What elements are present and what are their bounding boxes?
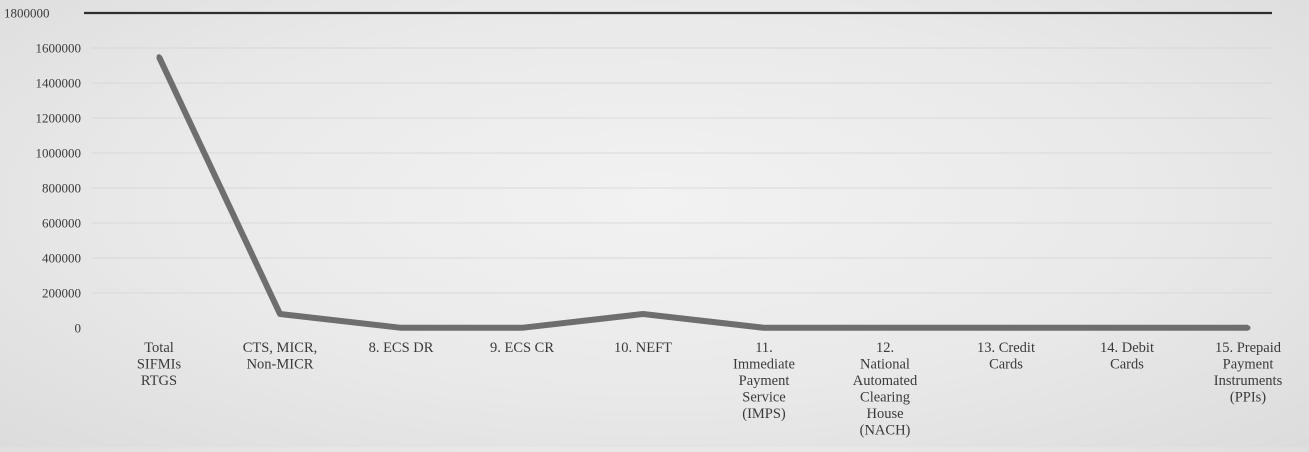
- x-tick-label: 14. Debit Cards: [1100, 340, 1154, 373]
- data-point: [277, 311, 283, 317]
- data-point: [398, 325, 404, 331]
- x-tick-label: 12. National Automated Clearing House (NACH): [853, 340, 918, 439]
- y-tick-label: 1600000: [36, 41, 82, 56]
- y-tick-label: 1200000: [36, 111, 82, 126]
- y-tick-label: 0: [75, 321, 82, 336]
- x-tick-label: 13. Credit Cards: [977, 340, 1035, 373]
- data-point: [761, 325, 767, 331]
- y-tick-label: 1400000: [36, 76, 82, 91]
- y-tick-label: 1000000: [36, 146, 82, 161]
- x-axis: Total SIFMIs RTGS CTS, MICR, Non-MICR 8. ECS …: [137, 340, 1283, 439]
- data-point: [519, 325, 525, 331]
- y-tick-label: 400000: [42, 251, 81, 266]
- y-tick-label: 600000: [42, 216, 81, 231]
- x-tick-label: 10. NEFT: [614, 340, 672, 356]
- gridlines: [84, 11, 1272, 294]
- x-tick-label: 9. ECS CR: [490, 340, 554, 356]
- data-point: [1003, 325, 1009, 331]
- data-point: [882, 325, 888, 331]
- x-tick-label: 15. Prepaid Payment Instruments (PPIs): [1214, 340, 1283, 406]
- data-point: [640, 311, 646, 317]
- y-axis: 0 200000 400000 600000 800000 1000000 1200000 1…: [4, 6, 81, 336]
- x-tick-label: 8. ECS DR: [369, 340, 434, 356]
- data-point: [156, 54, 162, 60]
- x-tick-label: 11. Immediate Payment Service (IMPS): [733, 340, 795, 422]
- y-tick-label: 1800000: [4, 6, 50, 21]
- series-layer: [156, 54, 1251, 331]
- data-point: [1245, 325, 1251, 331]
- y-tick-label: 200000: [42, 286, 81, 301]
- x-tick-label: Total SIFMIs RTGS: [137, 340, 182, 389]
- x-tick-label: CTS, MICR, Non-MICR: [243, 340, 318, 373]
- data-point: [1124, 325, 1130, 331]
- y-tick-label: 800000: [42, 181, 81, 196]
- series-line: [156, 55, 1248, 331]
